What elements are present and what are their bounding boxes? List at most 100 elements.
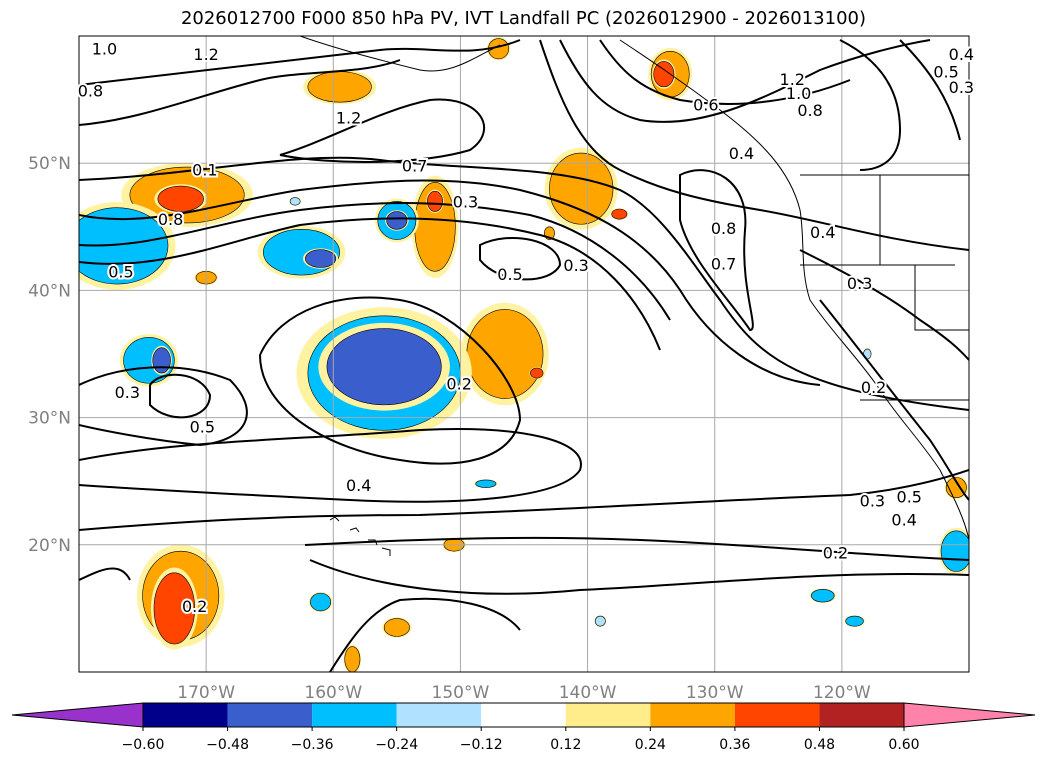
contour-label: 0.8 bbox=[78, 82, 103, 101]
map-title: 2026012700 F000 850 hPa PV, IVT Landfall… bbox=[180, 8, 867, 29]
pv-shading-patch bbox=[153, 572, 195, 645]
colorbar-bin bbox=[481, 703, 566, 727]
graticule bbox=[79, 36, 969, 672]
pv-shading-patch bbox=[427, 190, 443, 212]
longitude-labels: 170°W 160°W 150°W 140°W 130°W 120°W bbox=[177, 683, 871, 703]
pv-shading-patch bbox=[305, 249, 337, 268]
longitude-label: 140°W bbox=[559, 683, 617, 703]
colorbar-tick-label: −0.48 bbox=[206, 737, 249, 753]
pv-shading-patch bbox=[653, 61, 675, 88]
contour-label: 0.4 bbox=[949, 45, 974, 64]
pv-shading-patch bbox=[310, 592, 332, 612]
pv-shading-patch bbox=[940, 530, 969, 572]
colorbar-tick-label: 0.12 bbox=[550, 737, 581, 753]
contour-label: 0.4 bbox=[346, 476, 371, 495]
coastline-layer bbox=[299, 36, 969, 556]
contour-line bbox=[79, 179, 821, 386]
contour-line bbox=[279, 98, 486, 163]
map-frame bbox=[78, 35, 970, 673]
contour-label: 0.7 bbox=[402, 157, 427, 176]
contour-line bbox=[329, 597, 521, 672]
contour-label: 0.2 bbox=[823, 543, 848, 562]
contour-label: 1.2 bbox=[780, 70, 805, 89]
colorbar-tick-label: −0.24 bbox=[375, 737, 418, 753]
contour-line bbox=[149, 373, 212, 419]
contour-label: 0.3 bbox=[860, 491, 885, 510]
contour-label: 1.0 bbox=[92, 40, 117, 59]
contour-line bbox=[79, 59, 401, 126]
contour-label: 1.2 bbox=[336, 108, 361, 127]
contour-line bbox=[79, 428, 582, 503]
pv-shading-patch bbox=[466, 309, 544, 399]
colorbar-frame bbox=[142, 702, 905, 728]
contour-line bbox=[539, 39, 969, 251]
pv-shading-patch bbox=[386, 211, 408, 230]
longitude-label: 120°W bbox=[813, 683, 871, 703]
latitude-label: 50°N bbox=[28, 154, 71, 174]
hawaii-islands bbox=[329, 516, 391, 556]
colorbar-tick-label: 0.60 bbox=[888, 737, 919, 753]
pv-shading-patch bbox=[845, 615, 864, 627]
contour-line bbox=[599, 39, 851, 105]
colorbar-bin bbox=[819, 703, 904, 727]
colorbar-tick-label: −0.60 bbox=[122, 737, 165, 753]
contour-line bbox=[839, 39, 902, 171]
contour-label: 0.3 bbox=[949, 78, 974, 97]
contour-label: 0.3 bbox=[115, 383, 140, 402]
pv-shading-patch bbox=[326, 328, 442, 406]
contour-label: 0.5 bbox=[190, 418, 215, 437]
longitude-label: 170°W bbox=[177, 683, 235, 703]
contour-label: 0.2 bbox=[446, 374, 471, 393]
pv-shading-patch bbox=[594, 615, 606, 627]
contour-line bbox=[79, 366, 248, 447]
contour-label: 0.3 bbox=[563, 256, 588, 275]
colorbar-extend-low bbox=[11, 702, 144, 728]
pv-shading-patch bbox=[549, 152, 614, 225]
contour-label: 1.2 bbox=[193, 45, 218, 64]
pv-shading-patch bbox=[307, 71, 372, 103]
pv-shading-patch bbox=[344, 646, 361, 672]
colorbar-tick-label: 0.48 bbox=[804, 737, 835, 753]
contour-label: 0.6 bbox=[693, 96, 718, 115]
contour-label: 0.2 bbox=[182, 597, 207, 616]
contour-label: 0.3 bbox=[847, 274, 872, 293]
latitude-labels: 20°N 30°N 40°N 50°N bbox=[28, 154, 71, 556]
colorbar-tick-label: 0.36 bbox=[719, 737, 750, 753]
contour-label: 0.4 bbox=[891, 510, 916, 529]
colorbar: −0.60 −0.48 −0.36 −0.24 −0.12 0.12 0.24 0.36 0.4… bbox=[11, 702, 1036, 753]
colorbar-bin bbox=[565, 703, 651, 727]
contour-line bbox=[259, 296, 522, 465]
contour-line bbox=[79, 202, 671, 321]
contour-label: 0.4 bbox=[729, 144, 754, 163]
contour-label: 0.4 bbox=[810, 223, 835, 242]
coastline-alaska bbox=[299, 36, 501, 72]
ivt-contour-layer bbox=[79, 39, 969, 672]
contour-label: 0.8 bbox=[711, 219, 736, 238]
state-border bbox=[914, 265, 969, 331]
coastline-north-america bbox=[619, 39, 969, 541]
contour-line bbox=[304, 536, 969, 561]
contour-label: 0.8 bbox=[797, 101, 822, 120]
colorbar-bin bbox=[650, 703, 735, 727]
pv-shading-patch bbox=[152, 347, 171, 374]
contour-label: 0.5 bbox=[108, 262, 133, 281]
latitude-label: 30°N bbox=[28, 409, 71, 429]
contour-line bbox=[79, 469, 969, 531]
contour-line bbox=[819, 299, 969, 501]
colorbar-bin bbox=[227, 703, 313, 727]
pv-shading-patch bbox=[530, 367, 544, 379]
contour-label: 0.1 bbox=[192, 161, 217, 180]
colorbar-extend-high bbox=[903, 702, 1036, 728]
pv-shading-patch bbox=[289, 197, 301, 206]
pv-shading-patch bbox=[811, 589, 835, 603]
longitude-label: 130°W bbox=[686, 683, 744, 703]
contour-label: 1.0 bbox=[786, 84, 811, 103]
contour-line bbox=[79, 217, 661, 351]
longitude-label: 160°W bbox=[304, 683, 362, 703]
colorbar-tick-label: −0.36 bbox=[291, 737, 334, 753]
contour-label: 0.5 bbox=[933, 63, 958, 82]
contour-line bbox=[79, 156, 969, 411]
contour-label: 0.3 bbox=[453, 192, 478, 211]
contour-line bbox=[79, 567, 131, 581]
